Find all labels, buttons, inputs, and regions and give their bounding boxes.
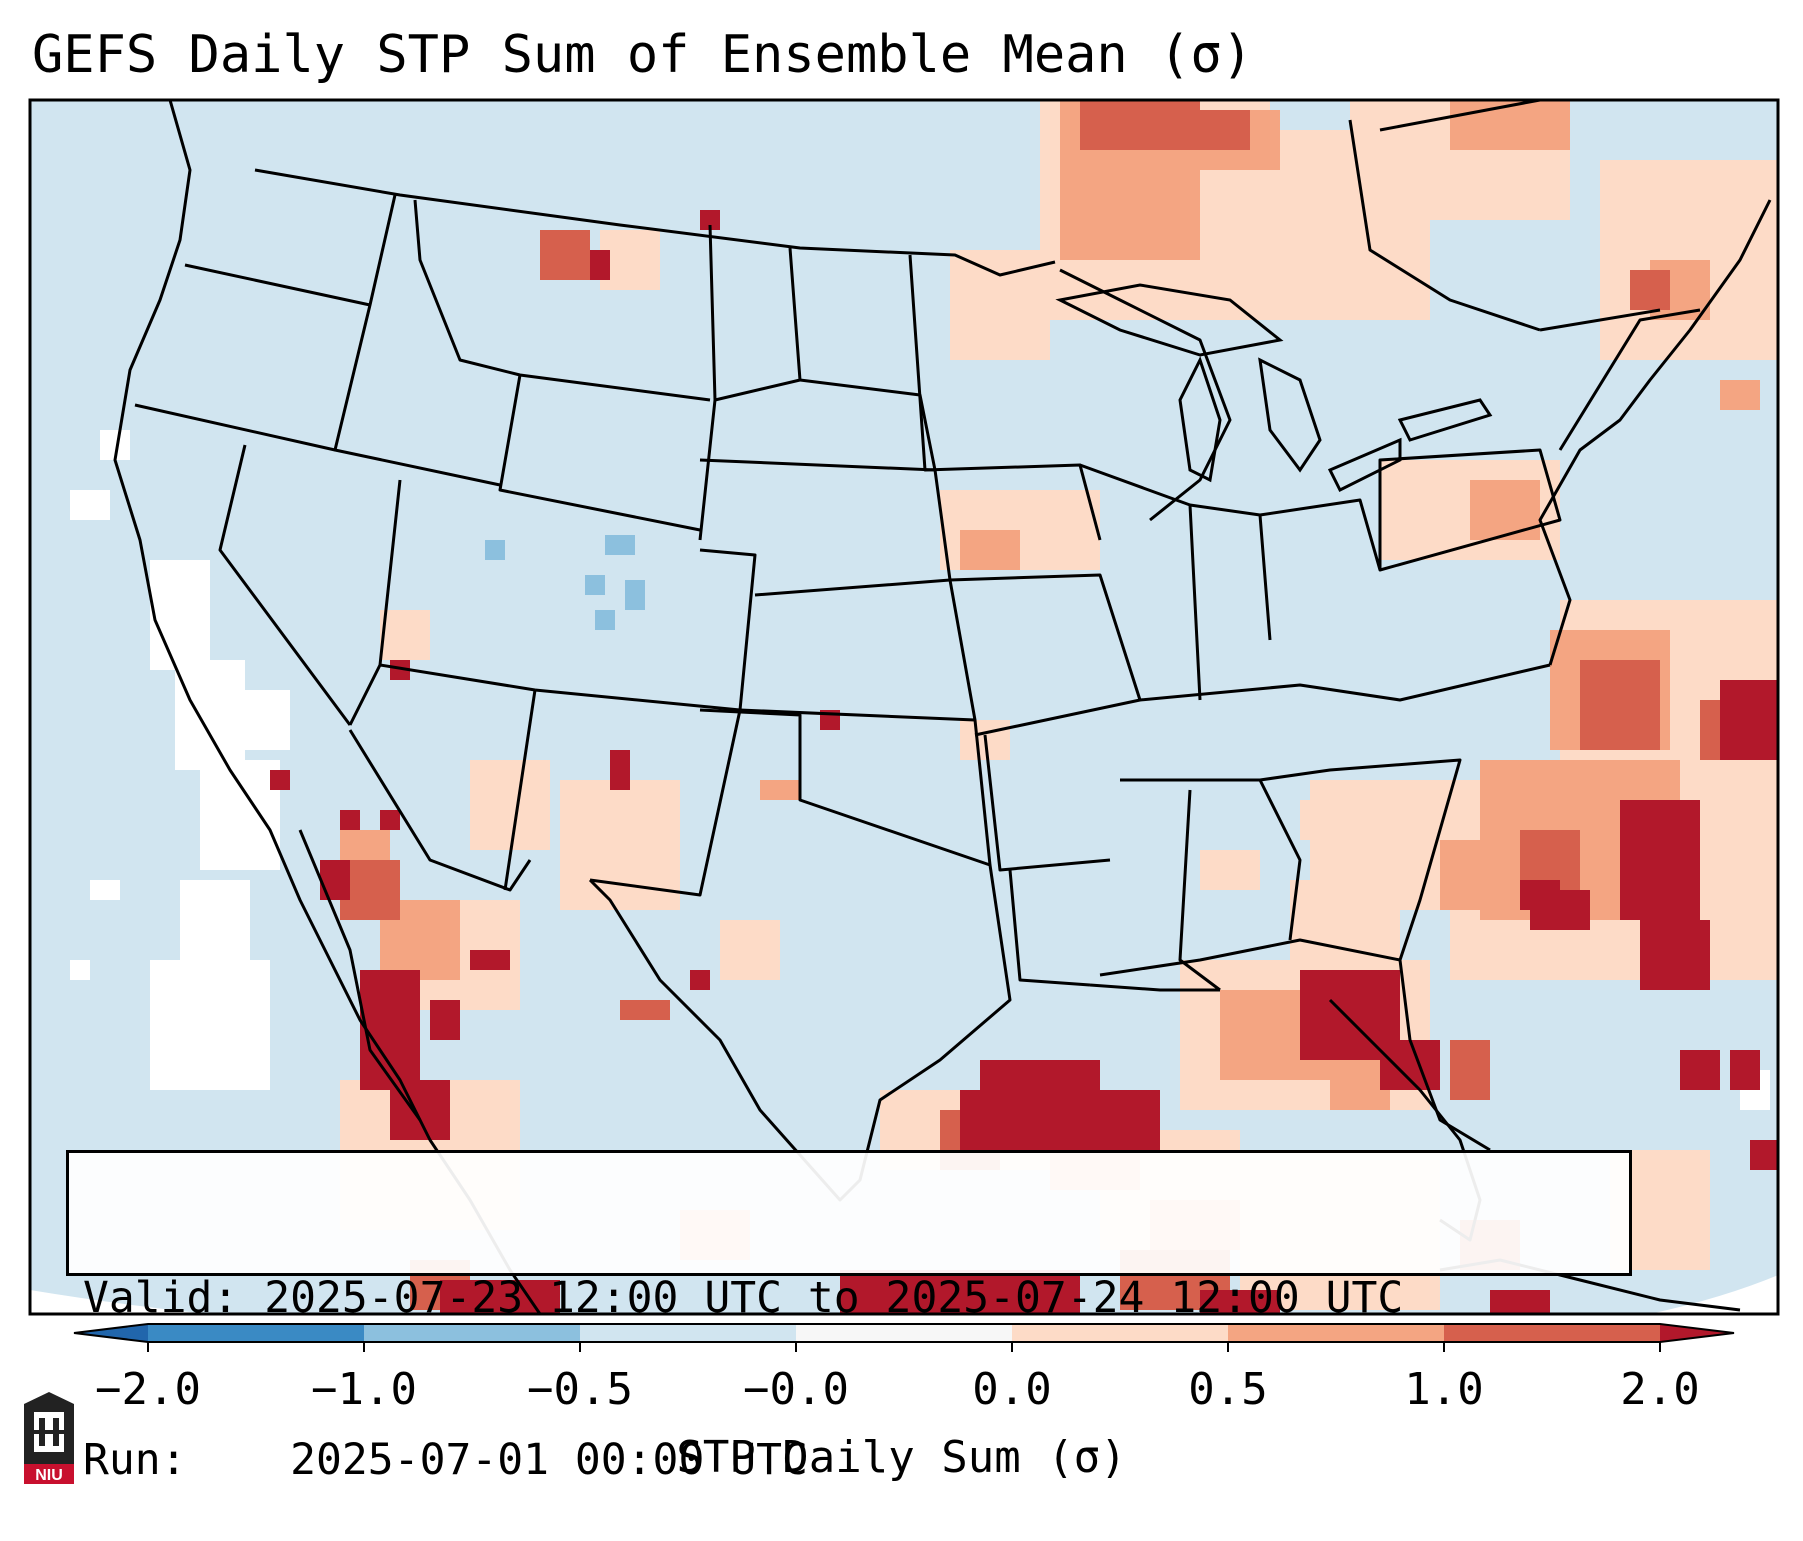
colorbar-over-arrow — [1660, 1324, 1734, 1342]
colorbar-bin — [364, 1324, 580, 1342]
colorbar-bin — [148, 1324, 364, 1342]
colorbar-tick-label: −2.0 — [95, 1364, 201, 1415]
run-value: 2025-07-01 00:00 UTC — [290, 1435, 808, 1485]
colorbar-bin — [796, 1324, 1012, 1342]
colorbar-tick-label: 0.0 — [972, 1364, 1052, 1415]
colorbar-tick-label: 2.0 — [1620, 1364, 1700, 1415]
logo-banner — [24, 1464, 74, 1484]
colorbar-label: STP Daily Sum (σ) — [676, 1432, 1127, 1483]
map-frame — [28, 98, 1780, 1316]
colorbar-bin — [1228, 1324, 1444, 1342]
stp-map — [28, 98, 1780, 1316]
valid-run-box: Valid: 2025-07-23 12:00 UTC to 2025-07-2… — [66, 1150, 1632, 1485]
valid-line: Valid: 2025-07-23 12:00 UTC to 2025-07-2… — [83, 1271, 1629, 1325]
dark-red-patches — [270, 210, 1778, 1314]
colorbar-tick-label: 1.0 — [1404, 1364, 1484, 1415]
valid-value: 2025-07-23 12:00 UTC to 2025-07-24 12:00… — [264, 1273, 1404, 1323]
colorbar-tick-label: 0.5 — [1188, 1364, 1268, 1415]
run-line: Run: 2025-07-01 00:00 UTC — [83, 1433, 1629, 1487]
niu-logo: NIU — [24, 1392, 74, 1484]
colorbar-bin — [580, 1324, 796, 1342]
colorbar-tick-label: −0.0 — [743, 1364, 849, 1415]
colorbar-bin — [1012, 1324, 1228, 1342]
colorbar-bin — [1444, 1324, 1660, 1342]
map-title: GEFS Daily STP Sum of Ensemble Mean (σ) — [32, 25, 1253, 85]
run-label: Run: — [83, 1435, 187, 1485]
logo-text: NIU — [35, 1467, 63, 1484]
great-lakes — [1055, 283, 1493, 493]
light-blue-patches — [485, 535, 645, 630]
colorbar-under-arrow — [74, 1324, 148, 1342]
colorbar — [73, 1323, 1735, 1352]
valid-label: Valid: — [83, 1273, 239, 1323]
colorbar-tick-label: −0.5 — [527, 1364, 633, 1415]
neutral-patches — [70, 430, 1770, 1110]
political-borders — [113, 100, 1772, 1314]
colorbar-tick-label: −1.0 — [311, 1364, 417, 1415]
domain-edge — [30, 1290, 208, 1314]
